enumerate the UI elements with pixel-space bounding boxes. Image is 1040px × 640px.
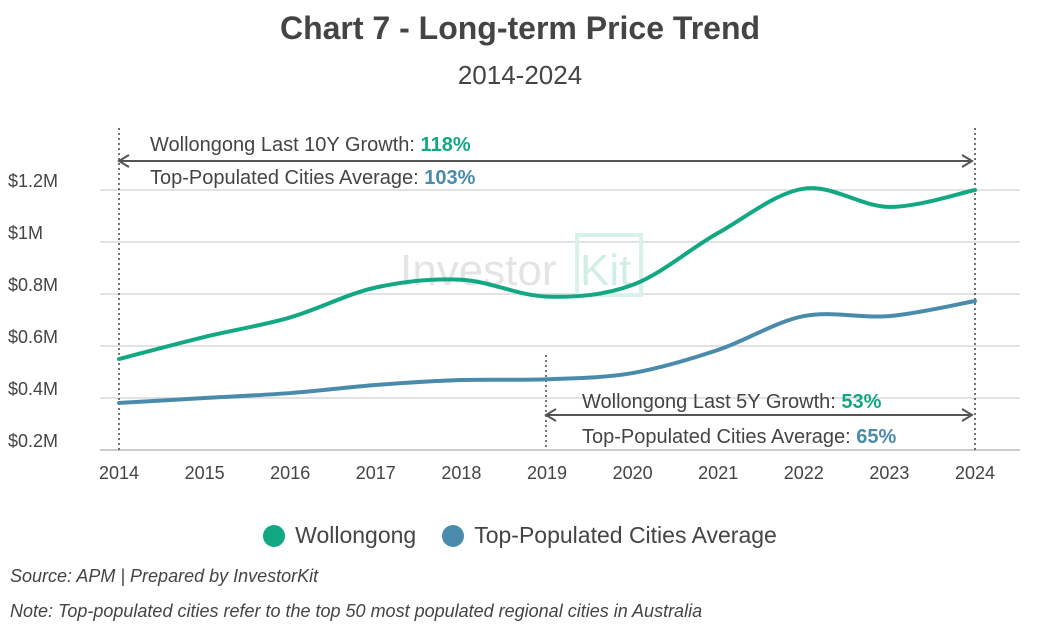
five-year-wollongong-growth: Wollongong Last 5Y Growth: 53% — [582, 391, 882, 413]
chart-title: Chart 7 - Long-term Price Trend — [279, 10, 761, 46]
legend-label: Top-Populated Cities Average — [474, 522, 777, 548]
watermark-logo: Investor — [400, 246, 557, 295]
legend-swatch-top-populated — [442, 524, 465, 547]
y-tick-label: $0.2M — [8, 431, 58, 451]
legend: Wollongong Top-Populated Cities Average — [0, 522, 1040, 549]
x-tick-label: 2024 — [955, 463, 995, 483]
x-tick-label: 2016 — [270, 463, 310, 483]
x-tick-label: 2017 — [356, 463, 396, 483]
legend-item-wollongong[interactable]: Wollongong — [263, 522, 416, 549]
footnote: Note: Top-populated cities refer to the … — [10, 601, 703, 621]
watermark-logo-frame — [575, 233, 643, 297]
source-note: Source: APM | Prepared by InvestorKit — [10, 566, 319, 586]
x-tick-label: 2014 — [99, 463, 139, 483]
y-tick-label: $1.2M — [8, 171, 58, 191]
x-tick-label: 2015 — [185, 463, 225, 483]
five-year-arrow-head-left — [544, 408, 557, 422]
y-tick-label: $1M — [8, 223, 43, 243]
ten-year-arrow-head-left — [117, 154, 130, 168]
legend-swatch-wollongong — [263, 524, 286, 547]
ten-year-arrow-head-right — [961, 154, 974, 168]
x-tick-label: 2019 — [527, 463, 567, 483]
x-tick-label: 2021 — [698, 463, 738, 483]
legend-label: Wollongong — [295, 522, 417, 548]
ten-year-wollongong-growth: Wollongong Last 10Y Growth: 118% — [150, 134, 471, 156]
x-tick-label: 2018 — [441, 463, 481, 483]
chart-subtitle: 2014-2024 — [457, 60, 583, 90]
y-tick-label: $0.4M — [8, 379, 58, 399]
five-year-average-growth: Top-Populated Cities Average: 65% — [582, 426, 896, 448]
y-tick-label: $0.6M — [8, 327, 58, 347]
y-tick-label: $0.8M — [8, 275, 58, 295]
five-year-arrow-head-right — [961, 408, 974, 422]
ten-year-average-growth: Top-Populated Cities Average: 103% — [150, 167, 476, 189]
series-line-top-populated-average — [117, 299, 977, 405]
legend-item-top-populated[interactable]: Top-Populated Cities Average — [442, 522, 777, 549]
x-tick-label: 2022 — [784, 463, 824, 483]
x-tick-label: 2020 — [613, 463, 653, 483]
x-tick-label: 2023 — [869, 463, 909, 483]
